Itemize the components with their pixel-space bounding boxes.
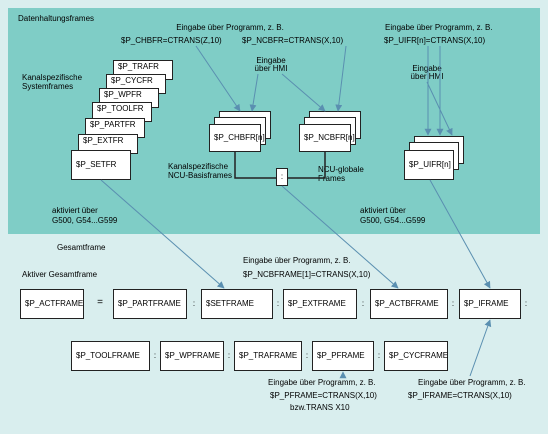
- uifr-command: $P_UIFR[n]=CTRANS(X,10): [384, 36, 486, 45]
- frame-actframe: $P_ACTFRAME: [20, 289, 84, 319]
- aktiver-gesamtframe-label: Aktiver Gesamtframe: [22, 270, 98, 279]
- arrow-basis-to-actbframe: [281, 185, 399, 289]
- aktiviert-left-line1: aktiviert über: [52, 206, 98, 215]
- arrow-chbfr-hmi: [249, 73, 259, 112]
- chbfr-input-label: Eingabe über Programm, z. B.: [176, 23, 284, 32]
- colon-6: :: [153, 351, 157, 360]
- arrow-ncbfr-hmi: [281, 73, 326, 112]
- colon-9: :: [377, 351, 381, 360]
- arrow-setfr-to-setframe: [100, 179, 225, 289]
- arrow-chbfr-program: [195, 45, 241, 112]
- frame-traframe: $P_TRAFRAME: [234, 341, 302, 371]
- frame-cycframe: $P_CYCFRAME: [384, 341, 448, 371]
- iframe-input-label: Eingabe über Programm, z. B.: [418, 378, 526, 387]
- colon-8: :: [305, 351, 309, 360]
- frame-pframe: $P_PFRAME: [312, 341, 374, 371]
- iframe-command: $P_IFRAME=CTRANS(X,10): [408, 391, 512, 400]
- arrow-ncbfr-program: [335, 45, 347, 112]
- stack-frame-extfr: $P_EXTFR: [78, 134, 138, 154]
- chbfr-frame-box: $P_CHBFR[n]: [209, 124, 265, 152]
- frame-toolframe: $P_TOOLFRAME: [71, 341, 150, 371]
- equals-sign: =: [97, 297, 103, 308]
- ncbfr-frame-box: $P_NCBFR[n]: [299, 124, 355, 152]
- frame-extframe: $P_EXTFRAME: [283, 289, 357, 319]
- chbfr-command: $P_CHBFR=CTRANS(Z,10): [121, 36, 222, 45]
- kanal-basisframes-line1: Kanalspezifische: [168, 162, 229, 171]
- ncu-global-line1: NCU-globale: [318, 165, 364, 174]
- hmi-label-line2: über HMI: [254, 64, 288, 73]
- hmi-label-line1: Eingabe: [256, 56, 286, 65]
- ncu-global-line2: Frames: [318, 174, 346, 183]
- ncbframe-command: $P_NCBFRAME[1]=CTRANS(X,10): [243, 270, 371, 279]
- colon-7: :: [227, 351, 231, 360]
- aktiviert-right-line1: aktiviert über: [360, 206, 406, 215]
- arrow-uifr-hmi: [426, 81, 453, 136]
- stack-frame-setfr: $P_SETFR: [71, 150, 131, 180]
- kanal-systemframes-line2: Systemframes: [22, 82, 74, 91]
- kanal-systemframes-line1: Kanalspezifische: [22, 73, 83, 82]
- connector-ncbfr-colon: [288, 152, 326, 179]
- colon-3: :: [361, 299, 365, 308]
- pframe-alternative: bzw.TRANS X10: [290, 403, 350, 412]
- kanal-basisframes-line2: NCU-Basisframes: [168, 171, 233, 180]
- aktiviert-right-line2: G500, G54...G599: [360, 216, 426, 225]
- aktiviert-left-line2: G500, G54...G599: [52, 216, 118, 225]
- gesamtframe-title: Gesamtframe: [57, 243, 106, 252]
- datenhaltungsframes-title: Datenhaltungsframes: [18, 14, 95, 23]
- frame-setframe: $SETFRAME: [201, 289, 273, 319]
- ncbframe-input-label: Eingabe über Programm, z. B.: [243, 256, 351, 265]
- basisframe-chain-colon: :: [276, 168, 288, 186]
- frame-actbframe: $P_ACTBFRAME: [370, 289, 448, 319]
- frame-wpframe: $P_WPFRAME: [160, 341, 224, 371]
- colon-4: :: [451, 299, 455, 308]
- arrow-uifr-to-iframe: [429, 179, 491, 289]
- colon-1: :: [192, 299, 196, 308]
- pframe-command: $P_PFRAME=CTRANS(X,10): [270, 391, 377, 400]
- pframe-input-label: Eingabe über Programm, z. B.: [268, 378, 376, 387]
- colon-5: :: [524, 299, 528, 308]
- connector-chbfr-colon: [234, 152, 276, 179]
- ncbfr-command: $P_NCBFR=CTRANS(X,10): [242, 36, 344, 45]
- hmi2-label-line1: Eingabe: [412, 64, 442, 73]
- uifr-frame-box: $P_UIFR[n]: [404, 150, 454, 180]
- frame-iframe: $P_IFRAME: [459, 289, 521, 319]
- frame-partframe: $P_PARTFRAME: [113, 289, 187, 319]
- uifr-input-label: Eingabe über Programm, z. B.: [385, 23, 493, 32]
- hmi2-label-line2: über HMI: [410, 72, 444, 81]
- arrow-program-to-iframe: [469, 319, 492, 377]
- colon-2: :: [276, 299, 280, 308]
